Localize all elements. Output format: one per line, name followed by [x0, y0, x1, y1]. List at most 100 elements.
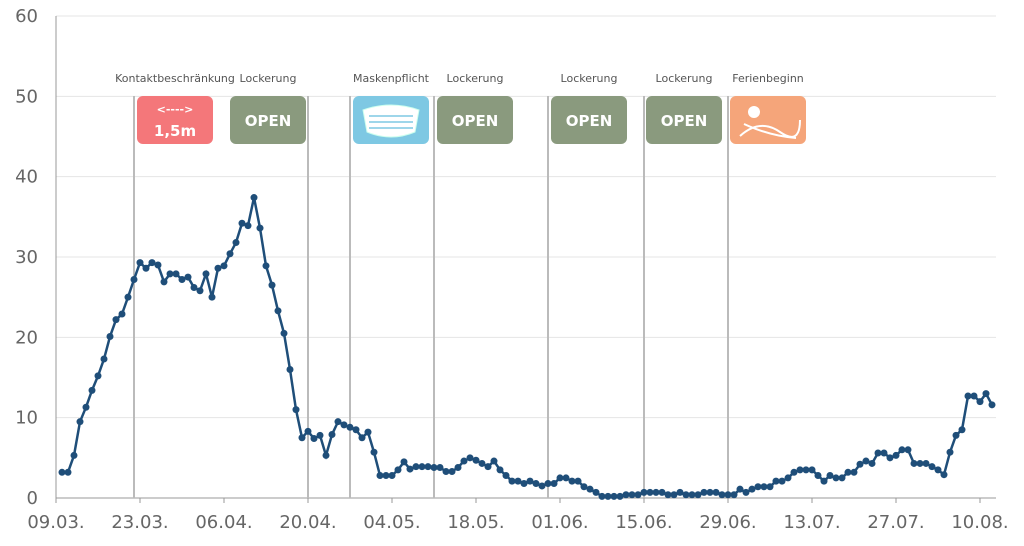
event-icon — [137, 96, 213, 144]
x-tick-label: 10.08. — [951, 512, 1008, 533]
data-point — [880, 449, 888, 457]
data-point — [166, 270, 174, 278]
data-point — [190, 284, 198, 292]
data-point — [214, 264, 222, 272]
data-point — [934, 466, 942, 474]
data-point — [742, 488, 750, 496]
data-point — [946, 448, 954, 456]
data-line — [62, 197, 994, 498]
data-point — [646, 488, 654, 496]
data-point — [202, 270, 210, 278]
data-point — [634, 491, 642, 499]
data-point — [412, 463, 420, 471]
data-point — [988, 401, 996, 409]
x-tick-label: 29.06. — [699, 512, 756, 533]
data-point — [784, 474, 792, 482]
data-point — [352, 426, 360, 434]
data-point — [598, 492, 606, 500]
data-point — [748, 485, 756, 493]
data-point — [820, 477, 828, 485]
y-tick-label: 50 — [15, 86, 38, 107]
sun — [748, 106, 760, 118]
data-point — [706, 488, 714, 496]
icon-text: 1,5m — [154, 122, 196, 140]
data-point — [310, 435, 318, 443]
icon-text: OPEN — [661, 112, 708, 130]
x-tick-label: 23.03. — [111, 512, 168, 533]
data-point — [364, 428, 372, 436]
data-point — [616, 492, 624, 500]
data-point — [124, 293, 132, 301]
data-point — [832, 474, 840, 482]
data-point — [340, 421, 348, 429]
event-icon — [437, 96, 513, 144]
data-point — [874, 449, 882, 457]
data-point — [886, 454, 894, 462]
icon-text: OPEN — [452, 112, 499, 130]
landscape — [739, 119, 801, 139]
data-point — [154, 261, 162, 269]
data-point — [532, 480, 540, 488]
data-point — [490, 457, 498, 465]
data-point — [916, 459, 924, 467]
data-point — [226, 250, 234, 258]
data-point — [478, 459, 486, 467]
data-point — [658, 488, 666, 496]
data-point — [484, 463, 492, 471]
x-tick-label: 20.04. — [279, 512, 336, 533]
data-point — [274, 307, 282, 315]
data-point — [724, 491, 732, 499]
data-point — [508, 477, 516, 485]
event-icon — [646, 96, 722, 144]
x-tick-label: 13.07. — [783, 512, 840, 533]
data-point — [304, 427, 312, 435]
data-point — [898, 446, 906, 454]
x-tick-label: 18.05. — [447, 512, 504, 533]
event-label: Lockerung — [656, 72, 713, 85]
data-point — [976, 398, 984, 406]
data-point — [448, 467, 456, 475]
data-point — [856, 460, 864, 468]
data-point — [766, 483, 774, 491]
data-point — [328, 431, 336, 439]
data-point — [640, 488, 648, 496]
data-point — [70, 451, 78, 459]
data-point — [604, 492, 612, 500]
data-point — [94, 372, 102, 380]
data-point — [514, 477, 522, 485]
data-point — [502, 472, 510, 480]
data-point — [664, 491, 672, 499]
data-point — [526, 477, 534, 485]
data-point — [592, 488, 600, 496]
data-point — [160, 278, 168, 286]
data-point — [436, 463, 444, 471]
data-point — [982, 390, 990, 398]
data-point — [298, 434, 306, 442]
data-point — [238, 219, 246, 227]
data-point — [826, 472, 834, 480]
data-point — [838, 474, 846, 482]
data-point — [118, 310, 126, 318]
data-point — [400, 458, 408, 466]
y-tick-label: 40 — [15, 167, 38, 188]
icon-arrow: <----> — [157, 103, 194, 116]
data-point — [754, 483, 762, 491]
data-point — [676, 488, 684, 496]
x-tick-label: 27.07. — [867, 512, 924, 533]
x-tick-label: 01.06. — [531, 512, 588, 533]
data-point — [556, 474, 564, 482]
data-point — [910, 459, 918, 467]
data-point — [892, 451, 900, 459]
data-point — [862, 457, 870, 465]
data-point — [922, 459, 930, 467]
data-point — [952, 431, 960, 439]
data-point — [220, 262, 228, 270]
data-point — [334, 418, 342, 426]
x-tick-label: 15.06. — [615, 512, 672, 533]
data-point — [418, 463, 426, 471]
data-point — [316, 431, 324, 439]
event-label: Lockerung — [447, 72, 504, 85]
data-point — [760, 483, 768, 491]
data-point — [280, 329, 288, 337]
